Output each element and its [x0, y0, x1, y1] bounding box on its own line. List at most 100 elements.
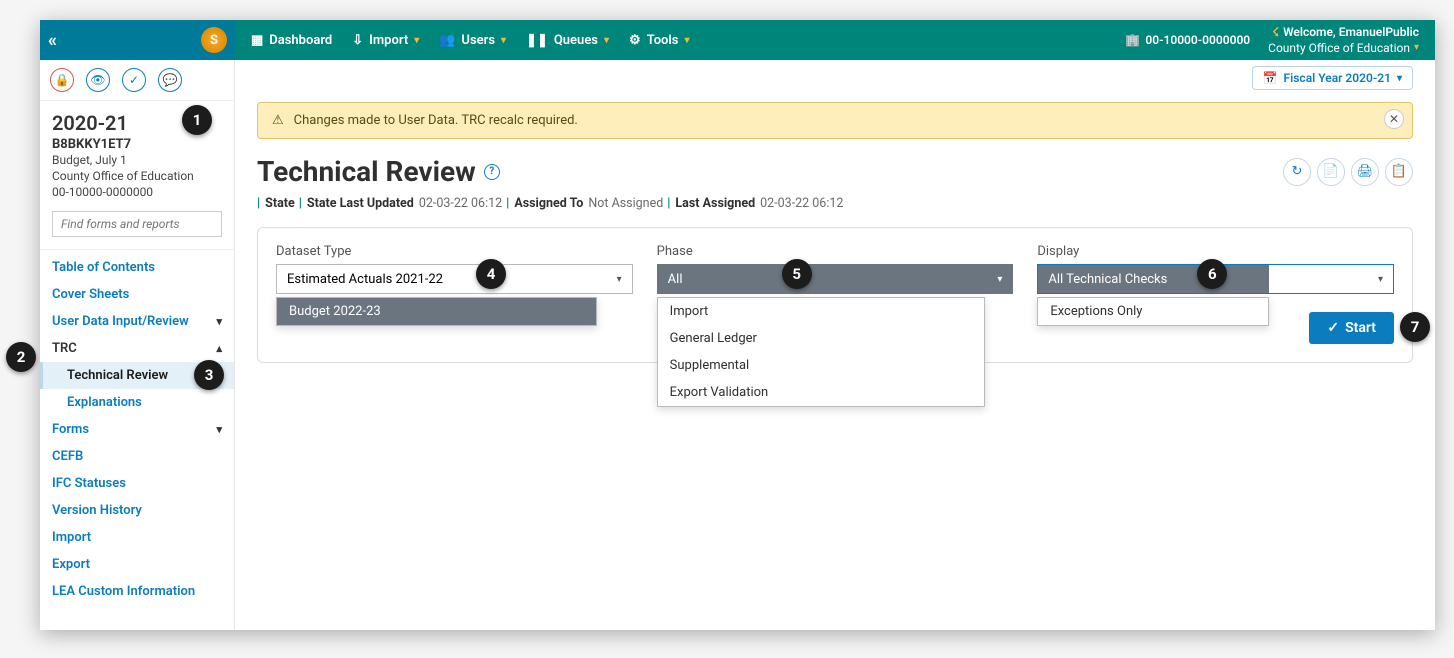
sidebar-label: User Data Input/Review — [52, 314, 189, 329]
check-icon: ✓ — [1327, 320, 1339, 336]
sidebar-collapse-button[interactable]: « — [48, 30, 57, 51]
user-icon: ☇ — [1272, 24, 1279, 40]
start-button[interactable]: ✓ Start — [1309, 312, 1394, 344]
chevron-down-icon: ▾ — [604, 35, 609, 46]
chevron-down-icon: ▾ — [216, 315, 222, 328]
refresh-button[interactable]: ↻ — [1283, 158, 1311, 186]
sidebar-item-import[interactable]: Import — [40, 524, 234, 551]
nav-tools[interactable]: ⚙ Tools ▾ — [629, 33, 689, 48]
nav-users[interactable]: 👥 Users ▾ — [439, 33, 506, 48]
phase-selected-text: All — [668, 272, 683, 287]
welcome-text: Welcome, EmanuelPublic — [1283, 24, 1419, 40]
meta-last-label: Last Assigned — [675, 196, 755, 211]
phase-option[interactable]: Import — [658, 298, 984, 325]
dataset-type-label: Dataset Type — [276, 244, 633, 259]
callout-2: 2 — [6, 342, 36, 372]
sidebar-label: Version History — [52, 503, 142, 518]
check-icon[interactable]: ✓ — [122, 68, 146, 92]
nav-users-label: Users — [461, 33, 495, 48]
dataset-selected-text: Estimated Actuals 2021-22 — [287, 272, 443, 287]
export-button[interactable]: 📄 — [1317, 158, 1345, 186]
phase-option[interactable]: Supplemental — [658, 352, 984, 379]
context-id: B8BKKY1ET7 — [52, 137, 222, 152]
chevron-down-icon: ▾ — [414, 35, 419, 46]
sidebar-search-input[interactable] — [52, 211, 222, 237]
fiscal-year-text: Fiscal Year 2020-21 — [1284, 71, 1391, 85]
nav-queues[interactable]: ❚❚ Queues ▾ — [526, 33, 609, 48]
sidebar-label: LEA Custom Information — [52, 584, 195, 599]
help-icon[interactable]: ? — [484, 164, 500, 180]
import-icon: ⇩ — [352, 33, 363, 48]
phase-option[interactable]: Export Validation — [658, 379, 984, 406]
nav-dashboard-label: Dashboard — [269, 33, 332, 48]
institution-code[interactable]: 🏢 00-10000-0000000 — [1125, 33, 1250, 47]
nav-import-label: Import — [369, 33, 408, 48]
app-logo: S — [201, 27, 227, 53]
comment-icon[interactable]: 💬 — [158, 68, 182, 92]
warning-alert: ⚠ Changes made to User Data. TRC recalc … — [257, 102, 1413, 139]
fiscal-year-selector[interactable]: 📅 Fiscal Year 2020-21 ▾ — [1252, 66, 1413, 90]
sidebar-item-export[interactable]: Export — [40, 551, 234, 578]
context-line1: Budget, July 1 — [52, 152, 222, 168]
meta-state-label: State — [265, 196, 295, 211]
page-title: Technical Review — [257, 155, 476, 188]
start-button-label: Start — [1345, 320, 1376, 336]
phase-select[interactable]: All ▾ — [657, 264, 1014, 294]
phase-option[interactable]: General Ledger — [658, 325, 984, 352]
meta-row: |State |State Last Updated 02-03-22 06:1… — [257, 196, 1413, 211]
alert-close-button[interactable]: ✕ — [1384, 109, 1404, 129]
print-button[interactable]: 🖨 — [1351, 158, 1379, 186]
chevron-down-icon: ▾ — [1414, 41, 1419, 55]
sidebar-label: CEFB — [52, 449, 83, 464]
sidebar-item-cefb[interactable]: CEFB — [40, 443, 234, 470]
chevron-up-icon: ▴ — [216, 342, 222, 355]
meta-updated-val: 02-03-22 06:12 — [419, 196, 502, 211]
calendar-icon: 📅 — [1263, 71, 1278, 85]
display-dropdown: Exceptions Only — [1037, 297, 1269, 326]
sidebar-item-cover[interactable]: Cover Sheets — [40, 281, 234, 308]
chevron-down-icon: ▾ — [1378, 274, 1393, 285]
nav-tools-label: Tools — [647, 33, 679, 48]
sidebar-item-lea[interactable]: LEA Custom Information — [40, 578, 234, 605]
meta-last-val: 02-03-22 06:12 — [760, 196, 843, 211]
sidebar-label: Import — [52, 530, 91, 545]
sidebar-item-toc[interactable]: Table of Contents — [40, 254, 234, 281]
dataset-type-select[interactable]: Estimated Actuals 2021-22 ▾ — [276, 264, 633, 294]
institution-code-text: 00-10000-0000000 — [1145, 33, 1250, 47]
meta-assigned-val: Not Assigned — [588, 196, 663, 211]
phase-label: Phase — [657, 244, 1014, 259]
display-option[interactable]: Exceptions Only — [1038, 298, 1268, 325]
sidebar-sub-technical-review[interactable]: Technical Review 3 — [40, 362, 234, 389]
nav-import[interactable]: ⇩ Import ▾ — [352, 33, 419, 48]
eye-icon[interactable]: 👁 — [86, 68, 110, 92]
chevron-down-icon: ▾ — [216, 423, 222, 436]
copy-button[interactable]: 📋 — [1385, 158, 1413, 186]
tools-icon: ⚙ — [629, 33, 641, 48]
display-selected-text: All Technical Checks — [1038, 265, 1269, 293]
user-menu[interactable]: ☇ Welcome, EmanuelPublic County Office o… — [1268, 24, 1419, 56]
sidebar-label: Forms — [52, 422, 89, 437]
sidebar-item-trc[interactable]: TRC▴ — [40, 335, 234, 362]
dataset-option[interactable]: Budget 2022-23 — [277, 298, 596, 325]
callout-1: 1 — [182, 105, 212, 135]
nav-queues-label: Queues — [554, 33, 598, 48]
sidebar-item-ifc[interactable]: IFC Statuses — [40, 470, 234, 497]
sidebar-sub-explanations[interactable]: Explanations — [40, 389, 234, 416]
chevron-down-icon: ▾ — [1397, 73, 1402, 84]
sidebar-item-udir[interactable]: User Data Input/Review ▾ — [40, 308, 234, 335]
queues-icon: ❚❚ — [526, 33, 548, 48]
dataset-type-dropdown: Budget 2022-23 — [276, 297, 597, 326]
chevron-down-icon: ▾ — [501, 35, 506, 46]
sidebar-item-version[interactable]: Version History — [40, 497, 234, 524]
phase-dropdown: Import General Ledger Supplemental Expor… — [657, 297, 985, 407]
callout-3: 3 — [194, 360, 224, 390]
callout-4: 4 — [476, 259, 506, 289]
chevron-down-icon: ▾ — [617, 274, 622, 285]
sidebar-item-forms[interactable]: Forms ▾ — [40, 416, 234, 443]
nav-dashboard[interactable]: ▦ Dashboard — [251, 33, 332, 48]
dashboard-icon: ▦ — [251, 33, 263, 48]
meta-assigned-label: Assigned To — [514, 196, 583, 211]
sidebar-label: Export — [52, 557, 90, 572]
sidebar-label: Cover Sheets — [52, 287, 129, 302]
lock-icon[interactable]: 🔒 — [50, 68, 74, 92]
